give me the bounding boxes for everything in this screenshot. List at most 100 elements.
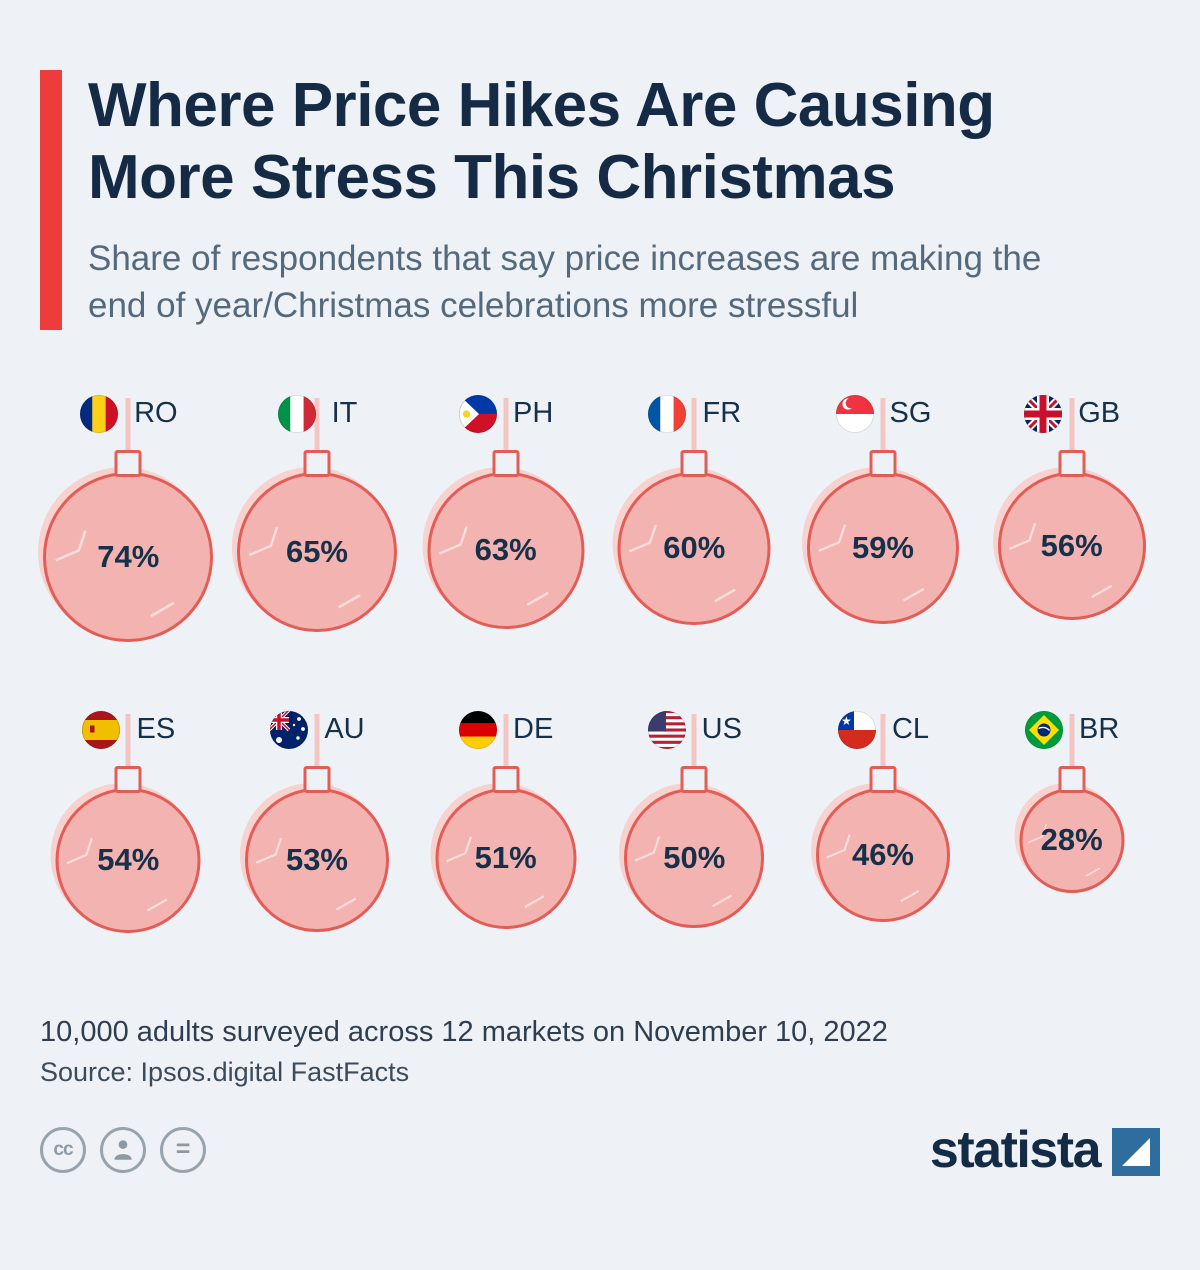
ornament-es: ES 54%: [34, 708, 223, 998]
au-flag-icon: [269, 710, 309, 750]
ornament-cap: [1058, 765, 1086, 793]
ornament-cap: [1058, 449, 1086, 477]
attribution-icon: [100, 1126, 146, 1173]
ro-flag-icon: [79, 394, 119, 434]
sg-flag-icon: [835, 394, 875, 434]
ornament-value: 60%: [663, 530, 726, 566]
ornament-value: 54%: [97, 842, 160, 878]
ornament-ball: 28%: [1019, 787, 1125, 893]
crack-decoration: [55, 529, 175, 617]
country-code-label: US: [701, 713, 742, 746]
ornament-value: 63%: [474, 532, 537, 568]
crack-decoration: [66, 837, 168, 912]
ornament-string: [503, 713, 509, 776]
ornament-de: DE 51%: [411, 708, 600, 998]
ornament-value: 74%: [97, 538, 160, 574]
statista-wordmark: statista: [929, 1120, 1102, 1179]
ornament-value: 51%: [474, 840, 537, 876]
ornament-cap: [680, 765, 708, 793]
cl-flag-icon: ★: [837, 710, 877, 750]
ornament-cl: ★ CL 46%: [789, 708, 978, 998]
ornament-cap: [492, 765, 520, 793]
ornament-string: [880, 713, 886, 776]
ph-flag-icon: [458, 394, 498, 434]
ornament-it: IT 65%: [223, 392, 412, 682]
crack-decoration: [629, 524, 737, 603]
ornament-string: [691, 397, 697, 460]
ornament-value: 28%: [1040, 822, 1103, 858]
country-code-label: BR: [1079, 713, 1120, 746]
ornament-cap: [114, 765, 142, 793]
statista-mark-icon: [1112, 1127, 1160, 1176]
ornament-string: [314, 713, 320, 776]
ornament-string: [1069, 713, 1075, 776]
ornament-au: AU 53%: [223, 708, 412, 998]
ornament-string: [1069, 397, 1075, 460]
ornament-br: BR 28%: [977, 708, 1166, 998]
header: Where Price Hikes Are Causing More Stres…: [40, 70, 1160, 330]
ornament-ph: PH 63%: [411, 392, 600, 682]
ornament-ball: 50%: [624, 787, 765, 928]
ornament-grid: RO 74% IT 65% PH: [34, 392, 1166, 998]
ornament-fr: FR 60%: [600, 392, 789, 682]
country-code-label: SG: [889, 397, 932, 430]
ornament-string: [125, 397, 131, 460]
ornament-ball: 63%: [427, 471, 585, 629]
ornament-value: 56%: [1040, 527, 1103, 563]
country-code-label: ES: [136, 713, 176, 746]
br-flag-icon: [1024, 710, 1064, 750]
ornament-sg: SG 59%: [789, 392, 978, 682]
crack-decoration: [634, 835, 733, 907]
country-code-label: CL: [891, 713, 930, 746]
title-line-2: More Stress This Christmas: [88, 142, 896, 212]
ornament-cap: [869, 765, 897, 793]
ornament-cap: [303, 449, 331, 477]
ornament-string: [503, 397, 509, 460]
ornament-ball: 60%: [617, 471, 771, 625]
fr-flag-icon: [647, 394, 687, 434]
ornament-value: 65%: [285, 533, 348, 569]
ornament-cap: [492, 449, 520, 477]
ornament-cap: [680, 449, 708, 477]
survey-note: 10,000 adults surveyed across 12 markets…: [40, 1015, 888, 1048]
crack-decoration: [445, 836, 544, 908]
ornament-ball: 53%: [244, 787, 389, 932]
ornament-value: 50%: [663, 839, 726, 875]
license-icons: cc =: [40, 1126, 206, 1173]
country-code-label: IT: [331, 397, 358, 430]
svg-text:★: ★: [841, 714, 852, 728]
country-code-label: PH: [513, 397, 554, 430]
gb-flag-icon: [1023, 394, 1063, 434]
ornament-ball: 59%: [806, 471, 959, 624]
country-code-label: GB: [1078, 397, 1121, 430]
ornament-string: [125, 713, 131, 776]
es-flag-icon: [81, 710, 121, 750]
ornament-string: [691, 713, 697, 776]
ornament-gb: GB 56%: [977, 392, 1166, 682]
ornament-value: 59%: [851, 529, 914, 565]
ornament-value: 53%: [285, 841, 348, 877]
ornament-ball: 56%: [997, 471, 1146, 620]
country-code-label: DE: [513, 713, 554, 746]
ornament-string: [880, 397, 886, 460]
crack-decoration: [248, 526, 361, 609]
ornament-cap: [303, 765, 331, 793]
statista-logo: statista: [930, 1124, 1160, 1176]
ornament-string: [314, 397, 320, 460]
source-line: Source: Ipsos.digital FastFacts: [40, 1056, 410, 1087]
cc-icon: cc: [40, 1126, 86, 1173]
ornament-ball: 54%: [55, 787, 201, 933]
crack-decoration: [255, 837, 357, 911]
ornament-us: US 50%: [600, 708, 789, 998]
ornament-cap: [114, 449, 142, 477]
country-code-label: AU: [324, 713, 365, 746]
crack-decoration: [1008, 522, 1112, 598]
country-code-label: RO: [134, 397, 178, 430]
bottom-bar: cc = statista: [40, 1124, 1160, 1176]
country-code-label: FR: [702, 397, 742, 430]
accent-bar: [40, 70, 62, 330]
crack-decoration: [826, 833, 920, 902]
ornament-ball: 74%: [43, 471, 214, 642]
crack-decoration: [1027, 824, 1100, 877]
page-title: Where Price Hikes Are Causing More Stres…: [88, 70, 1108, 214]
